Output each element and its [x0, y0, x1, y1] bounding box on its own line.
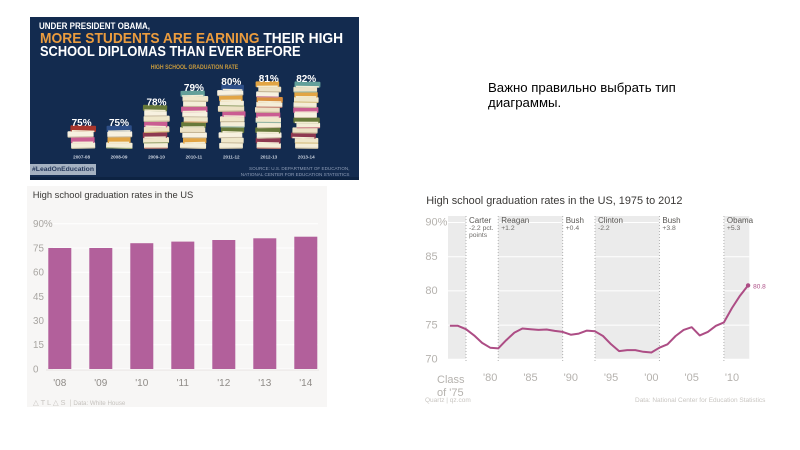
svg-text:2008-09: 2008-09 [111, 154, 128, 159]
svg-text:'14: '14 [299, 378, 312, 389]
svg-text:'80: '80 [483, 372, 497, 384]
svg-text:60: 60 [33, 268, 44, 279]
svg-text:Carter: Carter [469, 216, 492, 225]
svg-text:80: 80 [425, 285, 437, 297]
svg-text:'10: '10 [135, 378, 148, 389]
svg-text:'10: '10 [725, 372, 739, 384]
svg-text:2009-10: 2009-10 [148, 154, 165, 159]
svg-text:'12: '12 [217, 378, 230, 389]
svg-text:80.8: 80.8 [753, 283, 766, 290]
svg-text:85: 85 [425, 251, 437, 263]
svg-text:70: 70 [425, 354, 437, 366]
svg-text:2007-08: 2007-08 [73, 154, 90, 159]
svg-text:-2.2 pct.: -2.2 pct. [469, 225, 494, 232]
svg-text:'05: '05 [685, 372, 699, 384]
svg-text:'08: '08 [53, 378, 66, 389]
svg-text:75%: 75% [109, 118, 129, 129]
svg-text:points: points [469, 232, 488, 239]
svg-text:0: 0 [33, 364, 39, 375]
svg-text:'00: '00 [644, 372, 658, 384]
svg-text:Obama: Obama [727, 216, 754, 225]
svg-text:15: 15 [33, 340, 44, 351]
svg-text:79%: 79% [184, 83, 204, 94]
svg-text:75: 75 [425, 319, 437, 331]
svg-text:Reagan: Reagan [501, 216, 529, 225]
svg-text:'95: '95 [604, 372, 618, 384]
svg-text:75%: 75% [72, 118, 92, 129]
svg-text:Bush: Bush [662, 216, 680, 225]
svg-text:2010-11: 2010-11 [186, 154, 203, 159]
svg-text:-2.2: -2.2 [598, 225, 610, 232]
svg-text:82%: 82% [296, 74, 316, 85]
svg-text:45: 45 [33, 292, 44, 303]
svg-text:+1.2: +1.2 [501, 225, 515, 232]
svg-text:Clinton: Clinton [598, 216, 623, 225]
svg-text:80%: 80% [221, 77, 241, 88]
svg-text:78%: 78% [146, 98, 166, 109]
svg-text:+5.3: +5.3 [727, 225, 741, 232]
svg-text:90%: 90% [33, 219, 53, 230]
svg-text:+3.8: +3.8 [662, 225, 676, 232]
svg-text:75: 75 [33, 243, 44, 254]
svg-text:'09: '09 [94, 378, 107, 389]
svg-text:2011-12: 2011-12 [223, 154, 240, 159]
svg-text:'11: '11 [177, 378, 190, 389]
svg-text:81%: 81% [259, 74, 279, 85]
svg-text:Bush: Bush [566, 216, 584, 225]
svg-text:'85: '85 [523, 372, 537, 384]
svg-text:'13: '13 [258, 378, 271, 389]
svg-text:2012-13: 2012-13 [260, 154, 277, 159]
svg-text:2013-14: 2013-14 [298, 154, 315, 159]
svg-text:90%: 90% [425, 217, 447, 229]
svg-text:'90: '90 [564, 372, 578, 384]
svg-text:+0.4: +0.4 [566, 225, 580, 232]
svg-text:30: 30 [33, 316, 44, 327]
